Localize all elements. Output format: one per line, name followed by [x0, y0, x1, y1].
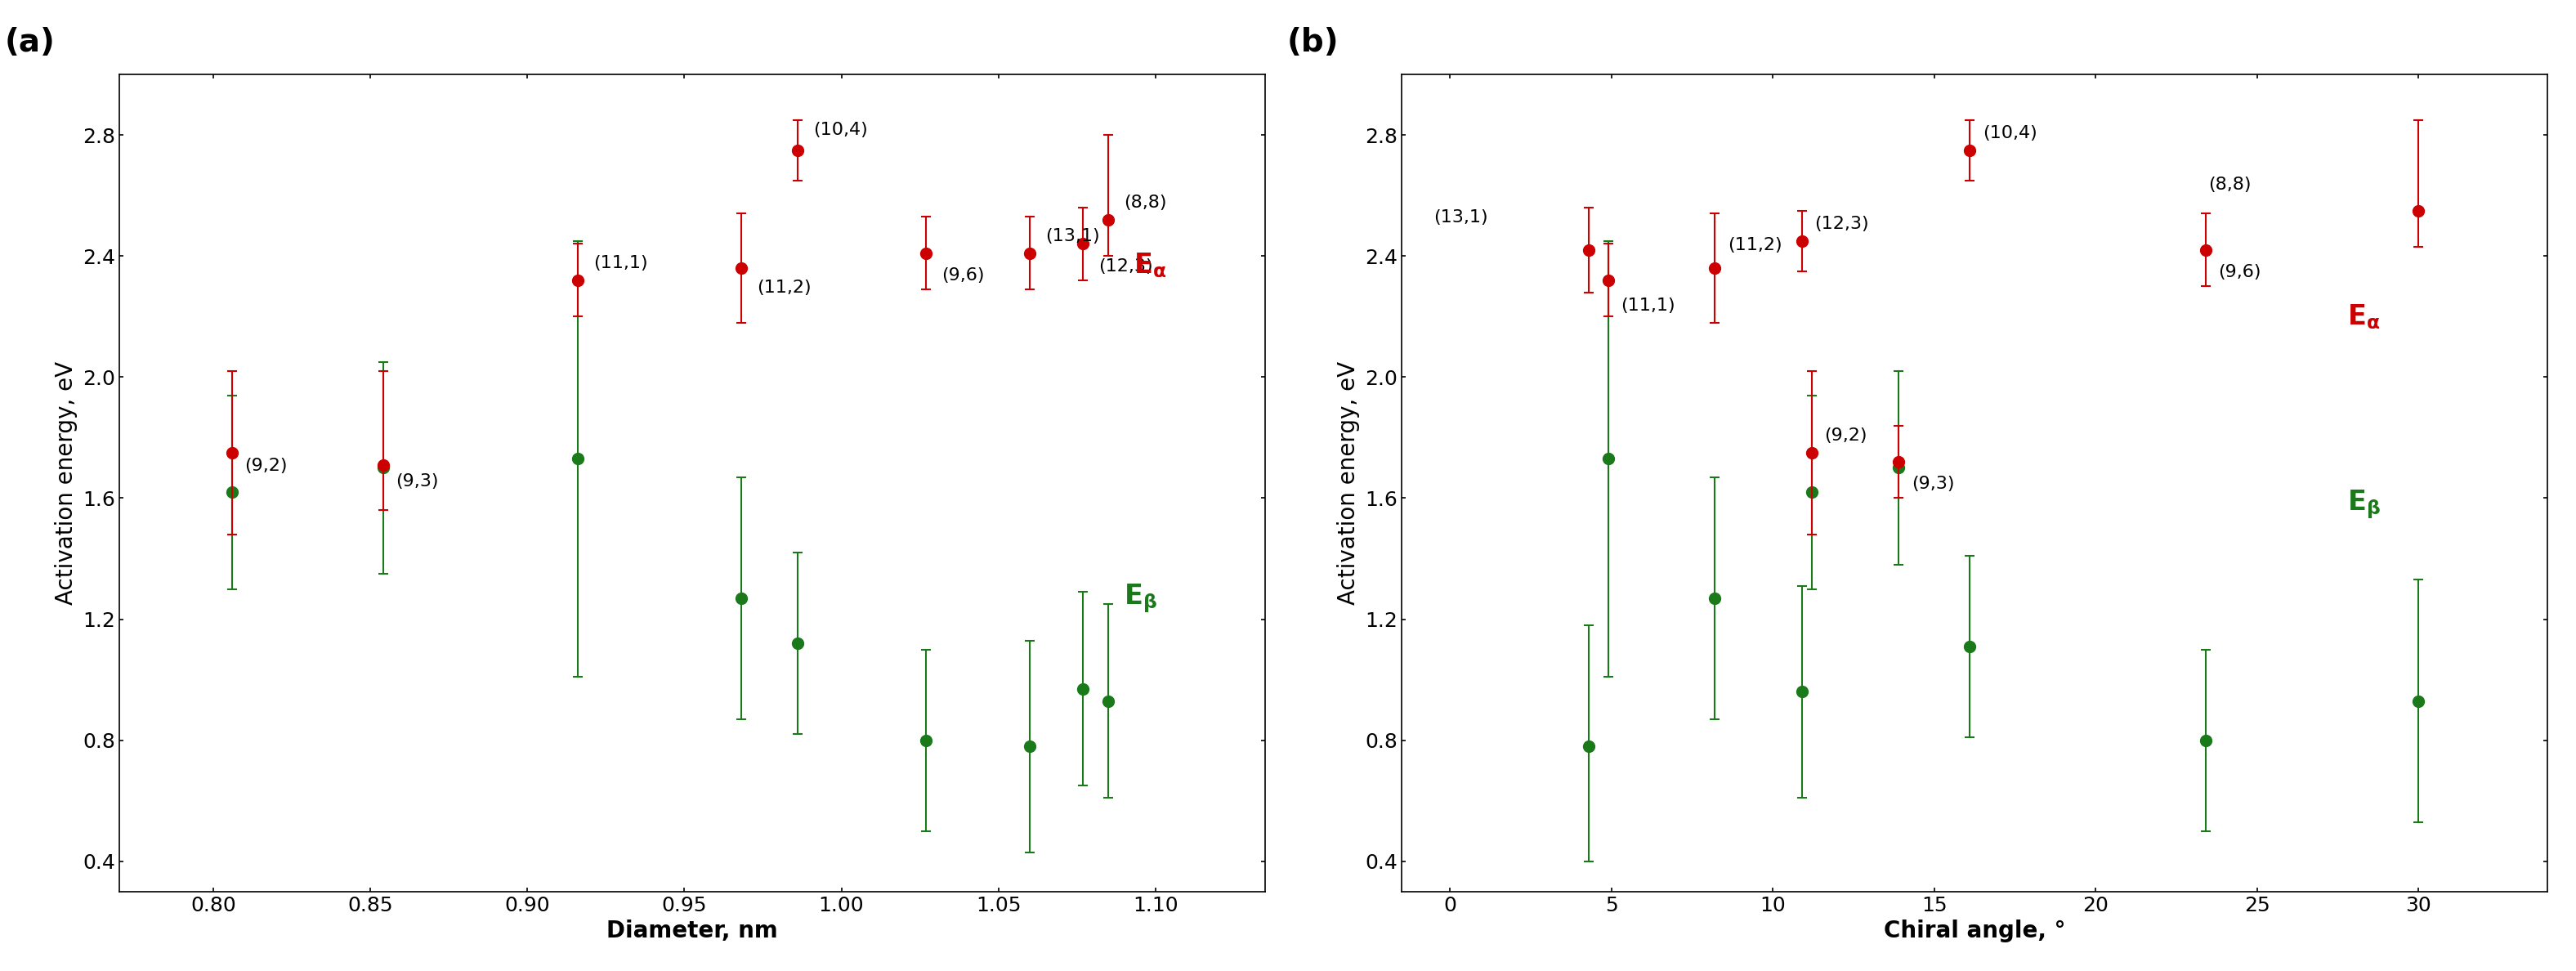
Text: (9,6): (9,6)	[943, 267, 984, 284]
Text: $\mathbf{E_{\beta}}$: $\mathbf{E_{\beta}}$	[2347, 487, 2380, 520]
Text: (10,4): (10,4)	[814, 121, 868, 138]
Text: $\mathbf{E_{\alpha}}$: $\mathbf{E_{\alpha}}$	[2347, 302, 2380, 331]
Text: (11,1): (11,1)	[592, 255, 647, 271]
Y-axis label: Activation energy, eV: Activation energy, eV	[54, 361, 77, 605]
Text: (9,3): (9,3)	[1911, 476, 1955, 492]
X-axis label: Diameter, nm: Diameter, nm	[605, 920, 778, 943]
Text: (9,6): (9,6)	[2218, 264, 2262, 281]
Text: (11,1): (11,1)	[1620, 297, 1674, 314]
Text: $\mathbf{E_{\alpha}}$: $\mathbf{E_{\alpha}}$	[1133, 251, 1167, 280]
Text: (13,1): (13,1)	[1046, 228, 1100, 244]
Text: (12,3): (12,3)	[1814, 216, 1870, 232]
Text: $\mathbf{E_{\beta}}$: $\mathbf{E_{\beta}}$	[1123, 582, 1157, 615]
Text: (10,4): (10,4)	[1984, 125, 2038, 141]
Text: (13,1): (13,1)	[1435, 210, 1489, 226]
Text: (a): (a)	[5, 27, 54, 58]
Text: (9,3): (9,3)	[397, 473, 438, 489]
Text: (9,2): (9,2)	[1824, 427, 1868, 444]
Text: (8,8): (8,8)	[2208, 177, 2251, 192]
Text: (11,2): (11,2)	[1728, 237, 1783, 253]
Text: (8,8): (8,8)	[1123, 194, 1167, 211]
X-axis label: Chiral angle, °: Chiral angle, °	[1883, 920, 2066, 943]
Text: (11,2): (11,2)	[757, 280, 811, 295]
Text: (b): (b)	[1288, 27, 1340, 58]
Y-axis label: Activation energy, eV: Activation energy, eV	[1337, 361, 1360, 605]
Text: (12,3): (12,3)	[1100, 258, 1154, 275]
Text: (9,2): (9,2)	[245, 457, 289, 474]
